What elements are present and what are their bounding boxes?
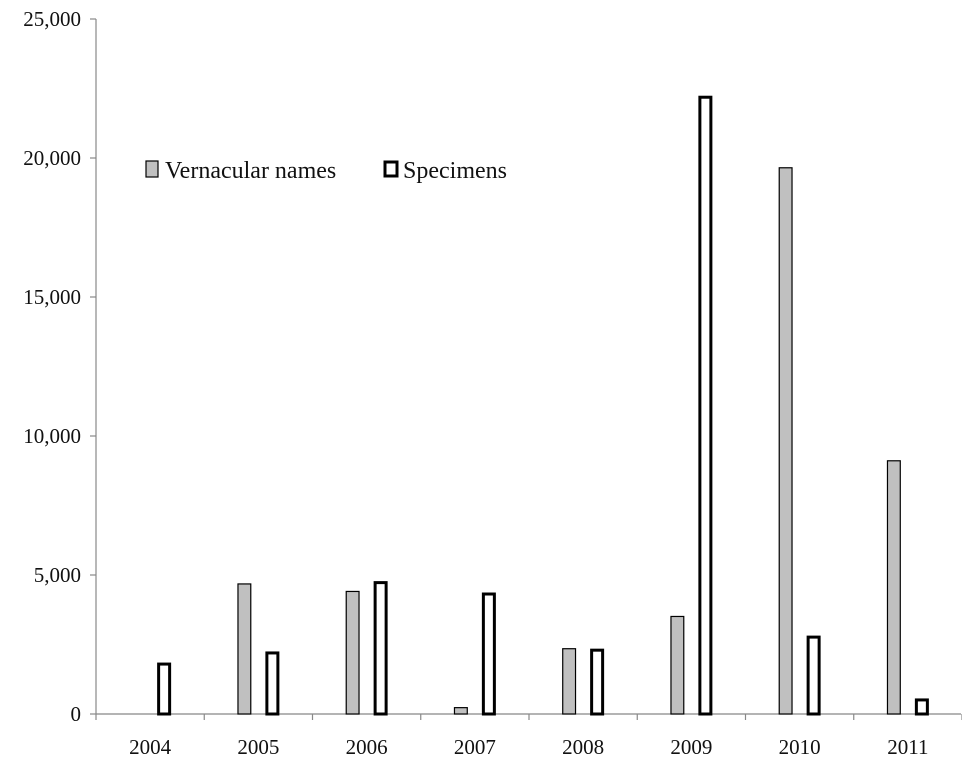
- bar-specimens-2009: [698, 95, 713, 716]
- legend: Vernacular names Specimens: [145, 158, 507, 184]
- legend-label-vernacular-names: Vernacular names: [165, 158, 336, 184]
- x-tick-label: 2010: [779, 735, 821, 759]
- bar-vernacular-names-2009: [670, 615, 685, 715]
- bars: [157, 95, 929, 716]
- bar-specimens-2010: [806, 635, 821, 716]
- bar-specimens-2007: [481, 592, 496, 716]
- axes: 0 5,000 10,000 15,000 20,000 25,000 2004 2005 20…: [23, 7, 962, 759]
- legend-swatch-specimens: [383, 160, 399, 178]
- x-tick-label: 2004: [129, 735, 172, 759]
- bar-specimens-2008: [590, 648, 605, 716]
- bar-specimens-2006: [373, 581, 388, 716]
- bar-specimens-2011: [914, 698, 929, 716]
- legend-swatch-vernacular-names: [145, 160, 159, 178]
- bar-vernacular-names-2008: [562, 648, 577, 715]
- y-tick-label: 0: [71, 702, 82, 726]
- x-tick-label: 2008: [562, 735, 604, 759]
- x-tick-label: 2006: [346, 735, 388, 759]
- x-tick-label: 2009: [670, 735, 712, 759]
- x-tick-label: 2007: [454, 735, 496, 759]
- bar-vernacular-names-2011: [886, 460, 901, 715]
- x-tick-label: 2011: [887, 735, 928, 759]
- y-tick-label: 25,000: [23, 7, 81, 31]
- x-tick-label: 2005: [237, 735, 279, 759]
- y-tick-label: 15,000: [23, 285, 81, 309]
- y-tick-label: 10,000: [23, 424, 81, 448]
- y-tick-label: 20,000: [23, 146, 81, 170]
- legend-label-specimens: Specimens: [403, 158, 507, 184]
- bar-specimens-2005: [265, 651, 280, 716]
- y-tick-label: 5,000: [34, 563, 81, 587]
- bar-vernacular-names-2007: [453, 707, 468, 715]
- bar-vernacular-names-2006: [345, 590, 360, 715]
- bar-specimens-2004: [157, 662, 172, 716]
- bar-vernacular-names-2010: [778, 167, 793, 715]
- bar-vernacular-names-2005: [237, 583, 252, 715]
